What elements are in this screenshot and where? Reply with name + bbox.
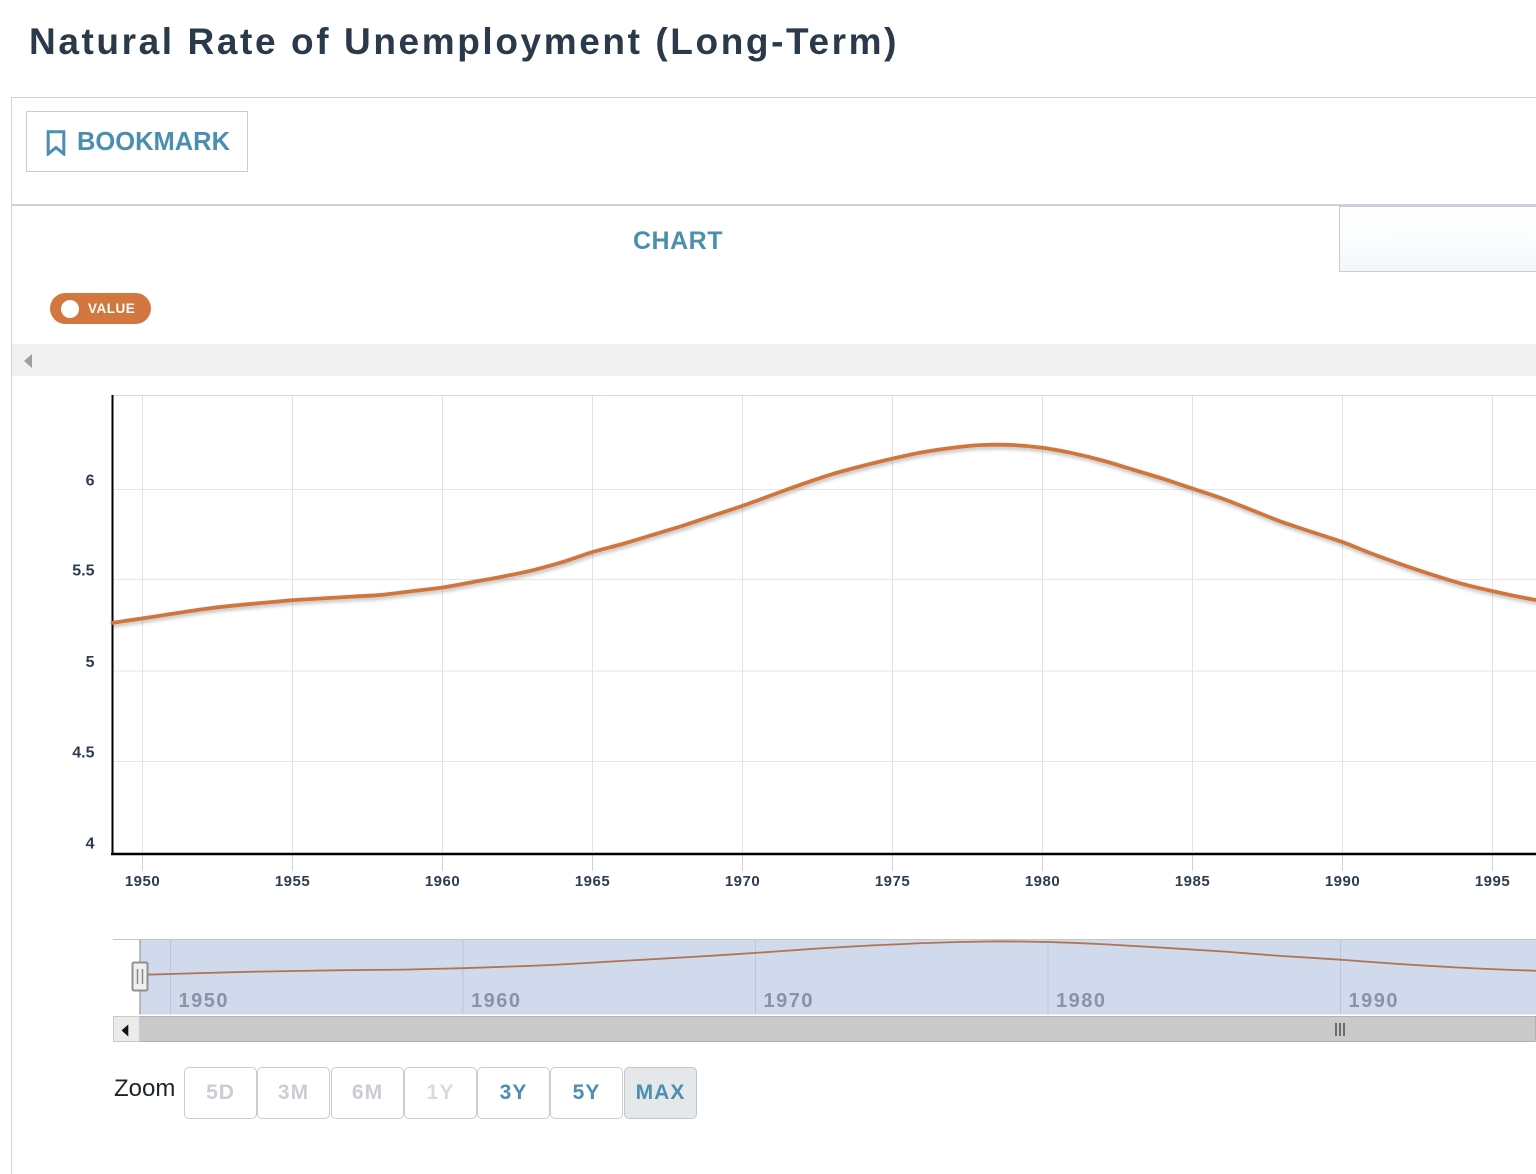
svg-text:1980: 1980 — [1025, 873, 1060, 890]
svg-text:1970: 1970 — [725, 873, 760, 890]
svg-text:1955: 1955 — [275, 873, 310, 890]
svg-text:5: 5 — [86, 654, 95, 671]
svg-text:5.5: 5.5 — [72, 563, 94, 580]
svg-text:1980: 1980 — [1056, 990, 1107, 1012]
svg-text:4: 4 — [86, 836, 95, 853]
svg-text:1950: 1950 — [125, 873, 160, 890]
svg-text:1990: 1990 — [1325, 873, 1360, 890]
svg-text:1960: 1960 — [471, 990, 522, 1012]
svg-text:1995: 1995 — [1475, 873, 1510, 890]
svg-text:1950: 1950 — [179, 990, 230, 1012]
svg-text:1960: 1960 — [425, 873, 460, 890]
svg-text:6: 6 — [86, 473, 95, 490]
svg-text:1970: 1970 — [764, 990, 815, 1012]
svg-text:4.5: 4.5 — [72, 745, 94, 762]
svg-text:1990: 1990 — [1349, 990, 1400, 1012]
svg-text:1965: 1965 — [575, 873, 610, 890]
svg-text:1985: 1985 — [1175, 873, 1210, 890]
svg-text:1975: 1975 — [875, 873, 910, 890]
